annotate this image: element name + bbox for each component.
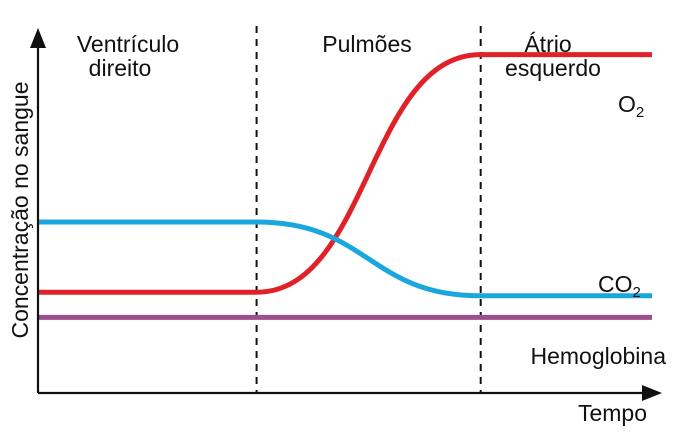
y-axis-arrow-icon bbox=[30, 28, 46, 48]
region-label-atrio-line2: esquerdo bbox=[505, 55, 601, 81]
region-label-atrio-line1: Átrio bbox=[524, 31, 571, 57]
x-axis-arrow-icon bbox=[642, 385, 662, 401]
series-line-o2 bbox=[38, 52, 652, 295]
series-label-co2-name: CO bbox=[598, 271, 633, 297]
region-label-ventriculo-line2: direito bbox=[89, 55, 152, 81]
series-label-o2-name: O bbox=[618, 91, 636, 117]
region-label-ventriculo-line1: Ventrículo bbox=[77, 31, 179, 57]
series-label-co2-sub: 2 bbox=[633, 284, 641, 301]
series-label-co2: CO2 bbox=[598, 271, 641, 301]
y-axis-label: Concentração no sangue bbox=[7, 81, 33, 338]
x-axis-label: Tempo bbox=[578, 400, 647, 426]
series-line-co2 bbox=[38, 219, 652, 299]
region-label-pulmoes: Pulmões bbox=[322, 31, 411, 57]
series-label-hemoglobina: Hemoglobina bbox=[530, 343, 666, 369]
series-label-o2-sub: 2 bbox=[636, 104, 644, 121]
series-label-o2: O2 bbox=[618, 91, 644, 121]
